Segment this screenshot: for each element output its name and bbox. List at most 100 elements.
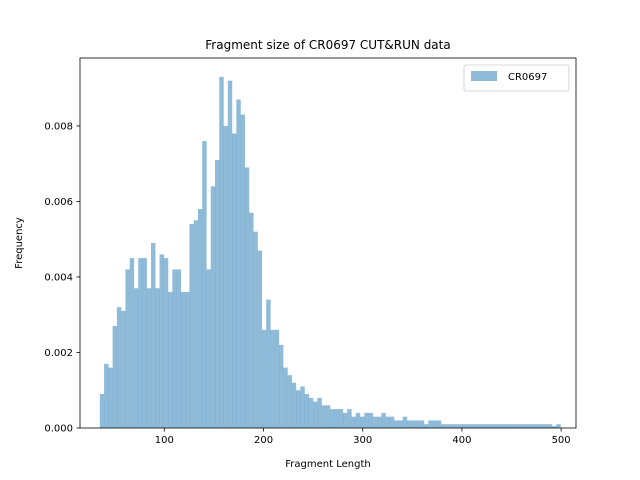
histogram-bar <box>449 424 455 428</box>
histogram-bar <box>304 394 310 428</box>
plot-frame <box>79 57 577 429</box>
x-axis-label: Fragment Length <box>285 459 370 470</box>
histogram-bar <box>505 424 510 428</box>
histogram-bar <box>462 424 467 428</box>
histogram-bar <box>125 269 130 428</box>
histogram-bar <box>385 416 391 428</box>
y-tick-label: 0.000 <box>44 424 73 435</box>
histogram-bar <box>215 159 220 428</box>
histogram-bar <box>189 224 194 428</box>
histogram-bar <box>325 405 331 428</box>
histogram-bar <box>223 125 228 429</box>
histogram-bar <box>509 424 514 428</box>
histogram-bar <box>163 258 169 428</box>
histogram-bar <box>526 424 531 428</box>
histogram-bar <box>483 424 489 428</box>
histogram-bar <box>453 424 459 428</box>
histogram-bar <box>244 167 250 428</box>
histogram-bar <box>488 424 493 428</box>
histogram-bar <box>129 258 135 428</box>
histogram-bar <box>470 424 476 428</box>
chart-title: Fragment size of CR0697 CUT&RUN data <box>205 38 450 52</box>
histogram-bar <box>458 424 463 428</box>
histogram-bar <box>257 250 263 428</box>
y-tick-label: 0.008 <box>44 121 73 132</box>
histogram-bar <box>227 80 233 428</box>
histogram-bar <box>377 416 382 428</box>
histogram-bar <box>185 292 190 428</box>
histogram-bar <box>411 420 416 428</box>
histogram-bar <box>232 133 237 429</box>
legend-swatch <box>471 71 497 81</box>
histogram-bar <box>419 420 425 428</box>
x-tick-label: 200 <box>254 435 273 446</box>
histogram-bar <box>112 326 118 428</box>
histogram-bar <box>432 420 437 428</box>
y-axis-label: Frequency <box>14 217 25 269</box>
histogram-bar <box>381 412 386 428</box>
histogram-bar <box>300 386 305 428</box>
histogram-bar <box>445 424 450 428</box>
x-tick-label: 500 <box>552 435 571 446</box>
histogram-bar <box>202 141 207 428</box>
histogram-bar <box>441 424 446 428</box>
histogram-bar <box>151 243 156 428</box>
histogram-bar <box>351 416 356 428</box>
histogram-bar <box>415 420 420 428</box>
histogram-bar <box>236 99 241 428</box>
histogram-bar <box>176 269 182 428</box>
histogram-bar <box>364 412 369 428</box>
histogram-bar <box>368 412 373 428</box>
histogram-bar <box>138 258 143 428</box>
histogram-bar <box>249 212 254 428</box>
histogram-bar <box>496 424 501 428</box>
histogram-bar <box>372 416 378 428</box>
histogram-bar <box>168 292 173 428</box>
histogram-bar <box>133 288 139 428</box>
histogram-bar <box>219 76 224 428</box>
histogram-bar <box>206 269 211 428</box>
histogram-bar <box>253 231 258 428</box>
histogram-bar <box>355 412 361 428</box>
histogram-bar <box>547 424 553 428</box>
histogram-bar <box>296 390 301 428</box>
x-axis-ticks: 100 200 300 400 500 <box>155 428 571 446</box>
histogram-bar <box>543 424 548 428</box>
histogram-bar <box>492 424 497 428</box>
histogram-bar <box>479 424 484 428</box>
histogram-bar <box>500 424 506 428</box>
histogram-bar <box>278 344 284 428</box>
histogram-bar <box>308 397 314 428</box>
histogram-bar <box>436 420 442 428</box>
histogram-bar <box>142 258 147 428</box>
histogram-bar <box>342 412 348 428</box>
histogram-bar <box>180 292 186 428</box>
legend: CR0697 <box>463 64 570 92</box>
x-tick-label: 300 <box>353 435 372 446</box>
histogram-bar <box>313 401 318 428</box>
histogram-bar <box>530 424 536 428</box>
histogram-bar <box>522 424 527 428</box>
legend-label: CR0697 <box>508 72 547 83</box>
y-tick-label: 0.004 <box>44 272 73 283</box>
histogram-bar <box>513 424 519 428</box>
histogram-bar <box>360 416 365 428</box>
histogram-bar <box>466 424 472 428</box>
histogram-bar <box>402 416 408 428</box>
histogram-bar <box>424 424 429 428</box>
histogram-bar <box>172 269 177 428</box>
histogram-bar <box>406 420 412 428</box>
histogram-bar <box>108 367 113 428</box>
histogram-bar <box>389 416 395 428</box>
histogram-bar <box>539 424 544 428</box>
histogram-bars <box>99 76 561 429</box>
histogram-bar <box>330 409 335 428</box>
histogram-bar <box>551 426 557 428</box>
histogram-bar <box>398 420 403 428</box>
histogram-bar <box>287 375 292 428</box>
histogram-bar <box>197 209 203 428</box>
histogram-bar <box>338 409 344 428</box>
histogram-bar <box>283 367 288 428</box>
histogram-bar <box>266 299 271 428</box>
